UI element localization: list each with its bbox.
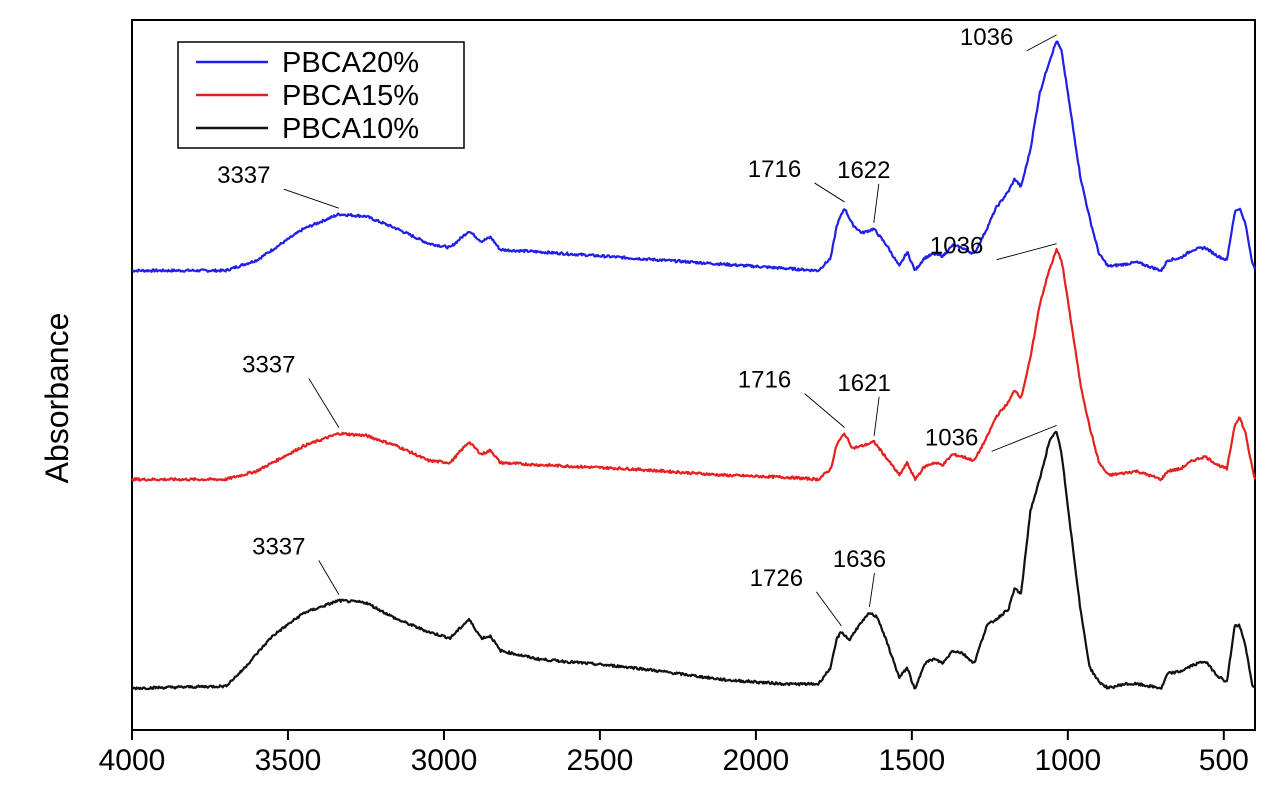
legend: PBCA20%PBCA15%PBCA10% (177, 41, 465, 149)
annotation-label: 3337 (242, 351, 295, 378)
annotation-leader (814, 182, 845, 203)
series-line-2 (131, 430, 1256, 691)
annotation-leader (1026, 34, 1057, 52)
annotation-label: 1726 (750, 565, 803, 592)
annotation-label: 1622 (837, 157, 890, 184)
x-axis-ticks: 4000 3500 3000 2500 2000 1500 1000 500 (99, 730, 1249, 777)
annotation-label: 1036 (925, 424, 978, 451)
legend-label-2: PBCA10% (282, 113, 419, 145)
annotation-leader (873, 183, 880, 223)
x-tick-label: 1000 (1034, 744, 1101, 777)
series-line-0 (131, 40, 1257, 273)
x-tick-label: 2000 (723, 744, 790, 777)
y-axis-label: Absorbance (39, 313, 75, 484)
annotation-leader (804, 393, 845, 428)
annotation-label: 1621 (837, 370, 890, 397)
annotation-leader (318, 560, 340, 595)
annotation-leader (873, 396, 880, 436)
legend-label-0: PBCA20% (282, 47, 419, 79)
x-tick-label: 4000 (99, 744, 166, 777)
annotation-label: 1716 (748, 156, 801, 183)
annotation-leader (996, 243, 1057, 261)
annotation-label: 1036 (960, 24, 1013, 51)
annotation-label: 1636 (833, 546, 886, 573)
legend-label-1: PBCA15% (282, 80, 419, 112)
annotation-leader (991, 424, 1057, 452)
x-tick-label: 3500 (255, 744, 322, 777)
annotation-leader (868, 572, 875, 608)
annotation-label: 3337 (217, 162, 270, 189)
x-tick-label: 1500 (878, 744, 945, 777)
x-tick-label: 500 (1199, 744, 1249, 777)
x-tick-label: 2500 (567, 744, 634, 777)
annotation-label: 1036 (930, 233, 983, 260)
annotation-leader (283, 188, 339, 209)
x-tick-label: 3000 (411, 744, 478, 777)
series-line-1 (131, 247, 1257, 482)
annotation-leader (308, 378, 340, 428)
plot-frame (131, 19, 1256, 731)
annotation-label: 3337 (252, 534, 305, 561)
annotation-leader (815, 591, 842, 627)
annotation-label: 1716 (738, 366, 791, 393)
annotations: 3337 1716 1622 1036 3337 1716 1621 1036 3337 1726… (217, 24, 1057, 627)
series-group (131, 40, 1257, 691)
